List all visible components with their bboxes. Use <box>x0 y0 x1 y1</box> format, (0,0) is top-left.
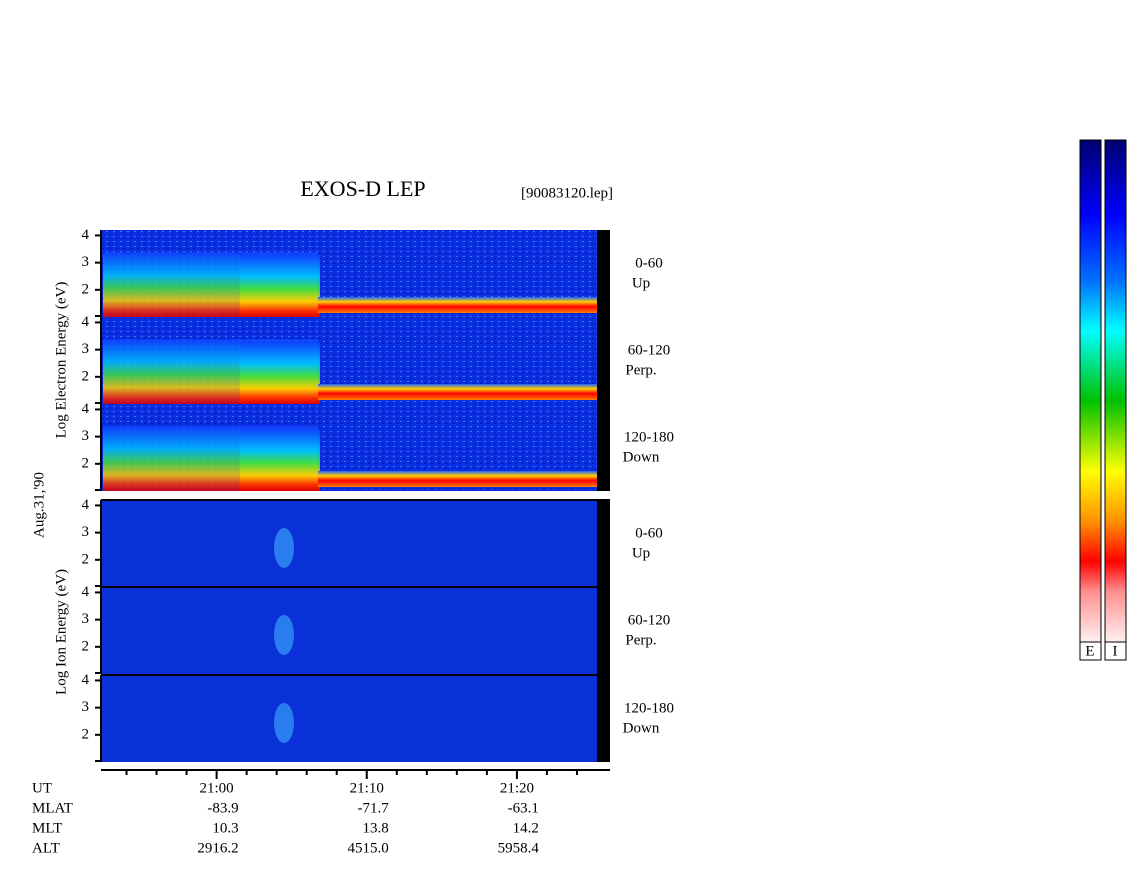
y-tick-label: 4 <box>82 497 90 513</box>
spectrogram-feature <box>274 703 294 743</box>
spectrogram-region <box>240 429 320 491</box>
ephemeris-value: 10.3 <box>212 820 238 836</box>
data-gap <box>597 317 610 404</box>
panel-angle: 120-180 <box>624 700 674 716</box>
date: Aug.31,'90 <box>31 472 47 538</box>
spectrogram-band <box>318 471 597 487</box>
ephemeris-value: 4515.0 <box>348 840 389 856</box>
y-tick-label: 3 <box>82 254 90 270</box>
colorbar-label: I <box>1113 643 1118 659</box>
ephemeris-value: -63.1 <box>508 800 539 816</box>
panel-angle: 0-60 <box>635 525 663 541</box>
panel-angle: 60-120 <box>628 342 671 358</box>
y-tick-label: 2 <box>82 281 90 297</box>
y-axis-label: Log Ion Energy (eV) <box>53 569 69 695</box>
spectrogram <box>101 500 597 587</box>
ephemeris-label: UT <box>32 780 52 796</box>
file-name: [90083120.lep] <box>521 185 613 201</box>
y-axis-label: Log Electron Energy (eV) <box>53 282 69 439</box>
y-tick-label: 4 <box>82 584 90 600</box>
panel-direction: Down <box>623 449 660 465</box>
ephemeris-value: 14.2 <box>513 820 539 836</box>
panel-angle: 0-60 <box>635 255 663 271</box>
y-tick-label: 2 <box>82 368 90 384</box>
ephemeris-value: 5958.4 <box>498 840 540 856</box>
ephemeris-value: 2916.2 <box>197 840 238 856</box>
y-tick-label: 2 <box>82 455 90 471</box>
data-gap <box>597 587 610 674</box>
panel-direction: Perp. <box>625 632 656 648</box>
ephemeris-label: MLT <box>32 820 62 836</box>
panel-direction: Up <box>632 545 650 561</box>
y-tick-label: 2 <box>82 551 90 567</box>
spectrogram-region <box>240 342 320 404</box>
x-tick-label: 21:00 <box>200 780 234 796</box>
ephemeris-label: ALT <box>32 840 60 856</box>
y-tick-label: 3 <box>82 611 90 627</box>
x-tick-label: 21:10 <box>350 780 384 796</box>
colorbar-label-box <box>1079 641 1102 661</box>
data-gap <box>597 230 610 317</box>
colorbar <box>1104 139 1127 643</box>
data-gap <box>597 404 610 491</box>
panel-direction: Perp. <box>625 362 656 378</box>
panel-direction: Up <box>632 275 650 291</box>
spectrogram-region <box>240 255 320 317</box>
data-gap <box>597 500 610 587</box>
y-tick-label: 2 <box>82 726 90 742</box>
y-tick-label: 2 <box>82 638 90 654</box>
panel-direction: Down <box>623 720 660 736</box>
y-tick-label: 4 <box>82 227 90 243</box>
ephemeris-value: -83.9 <box>207 800 238 816</box>
title: EXOS-D LEP <box>300 176 425 201</box>
panel-angle: 120-180 <box>624 429 674 445</box>
colorbar-label-box <box>1104 641 1127 661</box>
spectrogram-feature <box>274 615 294 655</box>
y-tick-label: 3 <box>82 428 90 444</box>
data-gap <box>597 675 610 762</box>
y-tick-label: 3 <box>82 524 90 540</box>
spectrogram-band <box>318 384 597 400</box>
spectrogram <box>101 675 597 762</box>
ephemeris-label: MLAT <box>32 800 73 816</box>
spectrogram <box>101 587 597 674</box>
y-tick-label: 4 <box>82 314 90 330</box>
y-tick-label: 4 <box>82 401 90 417</box>
y-tick-label: 3 <box>82 699 90 715</box>
ephemeris-value: 13.8 <box>363 820 389 836</box>
colorbar-label: E <box>1085 643 1094 659</box>
y-tick-label: 3 <box>82 341 90 357</box>
y-tick-label: 4 <box>82 672 90 688</box>
panel-angle: 60-120 <box>628 612 671 628</box>
colorbar <box>1079 139 1102 643</box>
spectrogram-feature <box>274 528 294 568</box>
x-tick-label: 21:20 <box>500 780 534 796</box>
ephemeris-value: -71.7 <box>358 800 390 816</box>
spectrogram-band <box>318 297 597 313</box>
